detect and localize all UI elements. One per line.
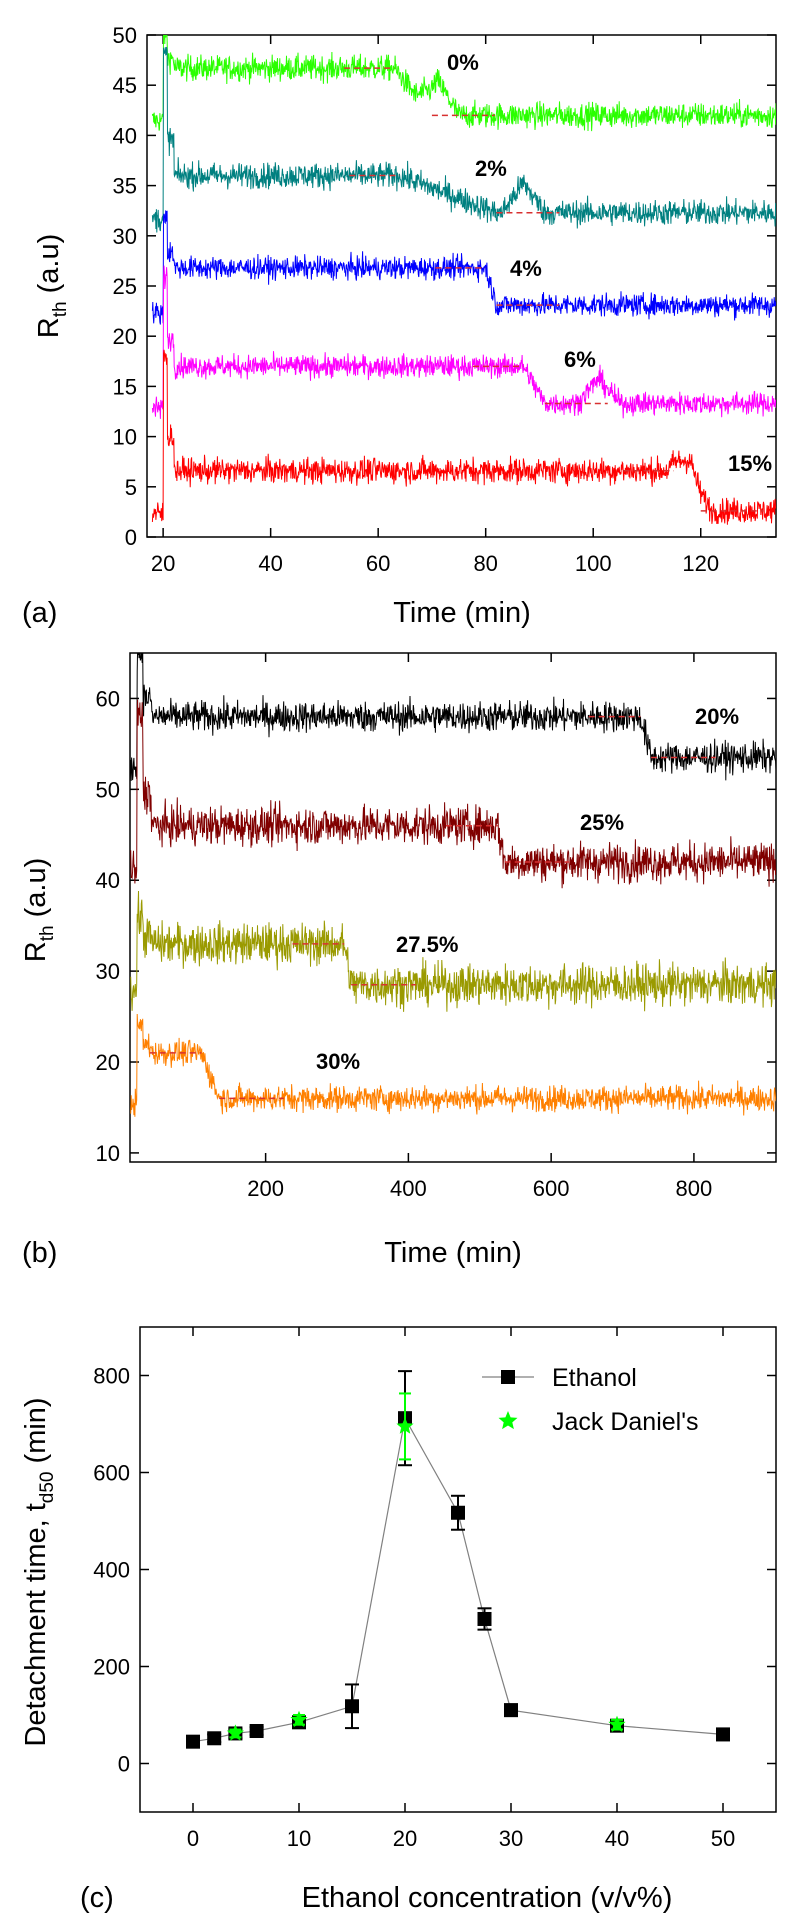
y-axis-title-main: R	[20, 941, 52, 962]
x-tick-label: 200	[247, 1176, 284, 1201]
x-tick-label: 10	[287, 1826, 311, 1851]
jd-point	[396, 1417, 414, 1434]
panel-label: (b)	[22, 1237, 57, 1269]
series-label: 2%	[475, 156, 507, 181]
y-axis-title-subscript: th	[37, 925, 58, 941]
y-tick-label: 50	[113, 23, 137, 48]
series-trace	[151, 265, 776, 419]
y-tick-label: 5	[125, 475, 137, 500]
y-axis-title-main: R	[33, 317, 65, 338]
x-tick-label: 40	[258, 551, 282, 576]
x-tick-label: 0	[187, 1826, 199, 1851]
x-tick-label: 120	[682, 551, 719, 576]
series-label: 30%	[316, 1049, 360, 1074]
y-axis-title: Rth (a.u)	[33, 234, 71, 339]
x-tick-label: 600	[533, 1176, 570, 1201]
panel-b: 200 400 600 800 10 20 30 40 50 60 (b) Time (min) Rth…	[20, 652, 777, 1269]
panel-c: 0 10 20 30 40 50 0 200 400 600 800 (c) Ethanol conce…	[20, 1326, 777, 1914]
panel-label: (c)	[80, 1882, 114, 1914]
y-tick-label: 30	[96, 959, 120, 984]
y-tick-label: 600	[93, 1461, 130, 1486]
series-trace	[130, 653, 776, 781]
x-tick-label: 100	[575, 551, 612, 576]
y-tick-label: 30	[113, 224, 137, 249]
panel-label: (a)	[22, 597, 57, 629]
x-axis-title: Time (min)	[384, 1237, 521, 1269]
series-label: 0%	[447, 50, 479, 75]
y-axis-title-subscript: th	[50, 301, 71, 317]
jd-point	[290, 1710, 308, 1728]
y-tick-label: 40	[113, 123, 137, 148]
legend-ethanol-marker	[501, 1370, 515, 1384]
x-tick-label: 80	[473, 551, 497, 576]
series-label: 6%	[564, 347, 596, 372]
x-axis-title: Ethanol concentration (v/v%)	[302, 1882, 673, 1914]
x-tick-label: 50	[711, 1826, 735, 1851]
ethanol-point	[504, 1703, 518, 1718]
ethanol-point	[451, 1505, 465, 1520]
y-axis-title: Detachment time, td50 (min)	[20, 1397, 58, 1746]
legend-jd-label: Jack Daniel's	[552, 1408, 699, 1436]
x-tick-label: 20	[393, 1826, 417, 1851]
y-tick-label: 200	[93, 1655, 130, 1680]
series-label: 20%	[695, 704, 739, 729]
y-tick-label: 20	[96, 1050, 120, 1075]
y-tick-label: 60	[96, 686, 120, 711]
y-tick-label: 10	[113, 425, 137, 450]
ethanol-point	[207, 1731, 222, 1746]
ethanol-line	[192, 1416, 724, 1743]
y-tick-label: 50	[96, 777, 120, 802]
y-tick-label: 45	[113, 73, 137, 98]
y-axis-title-unit: (a.u)	[20, 858, 52, 926]
series-label: 27.5%	[396, 932, 458, 957]
ethanol-point	[716, 1727, 730, 1742]
traces	[151, 35, 776, 525]
series-trace	[151, 35, 776, 132]
y-tick-label: 35	[113, 174, 137, 199]
series-trace	[130, 1013, 776, 1117]
y-tick-label: 800	[93, 1364, 130, 1389]
y-axis-title-unit: (a.u)	[33, 234, 65, 302]
legend-jd-marker	[498, 1411, 518, 1430]
y-axis-title-main: Detachment time, t	[20, 1503, 52, 1746]
y-tick-label: 400	[93, 1558, 130, 1583]
y-axis-title-unit: (min)	[20, 1397, 52, 1471]
series-trace	[151, 210, 776, 325]
ethanol-point	[345, 1699, 359, 1714]
traces	[130, 653, 776, 1117]
x-tick-label: 20	[151, 551, 175, 576]
plot-frame	[129, 652, 777, 1163]
series-trace	[130, 890, 776, 1012]
y-axis-title-subscript: d50	[37, 1472, 58, 1504]
panel-a: 20 40 60 80 100 120 0 5 10 15 20 25 30 35 40 45 50 (a) Tim…	[22, 23, 777, 629]
series-trace	[151, 349, 776, 525]
y-tick-label: 25	[113, 274, 137, 299]
y-axis-title: Rth (a.u)	[20, 858, 58, 963]
legend-ethanol-label: Ethanol	[552, 1364, 637, 1392]
x-tick-label: 400	[390, 1176, 427, 1201]
series-label: 25%	[580, 810, 624, 835]
y-tick-label: 20	[113, 324, 137, 349]
y-tick-label: 10	[96, 1141, 120, 1166]
ethanol-point	[186, 1734, 200, 1749]
x-axis-title: Time (min)	[393, 597, 530, 629]
ethanol-point	[477, 1611, 492, 1626]
x-tick-label: 800	[676, 1176, 713, 1201]
series-trace	[130, 699, 776, 889]
series-label: 4%	[510, 256, 542, 281]
y-tick-label: 40	[96, 868, 120, 893]
y-tick-label: 0	[125, 525, 137, 550]
series-label: 15%	[728, 451, 772, 476]
y-tick-label: 15	[113, 374, 137, 399]
y-tick-label: 0	[118, 1752, 130, 1777]
jd-point	[226, 1724, 244, 1741]
ethanol-point	[249, 1724, 264, 1739]
series-trace	[151, 46, 776, 233]
x-tick-label: 60	[366, 551, 390, 576]
x-tick-label: 30	[499, 1826, 523, 1851]
jd-point	[608, 1715, 626, 1732]
x-tick-label: 40	[605, 1826, 629, 1851]
